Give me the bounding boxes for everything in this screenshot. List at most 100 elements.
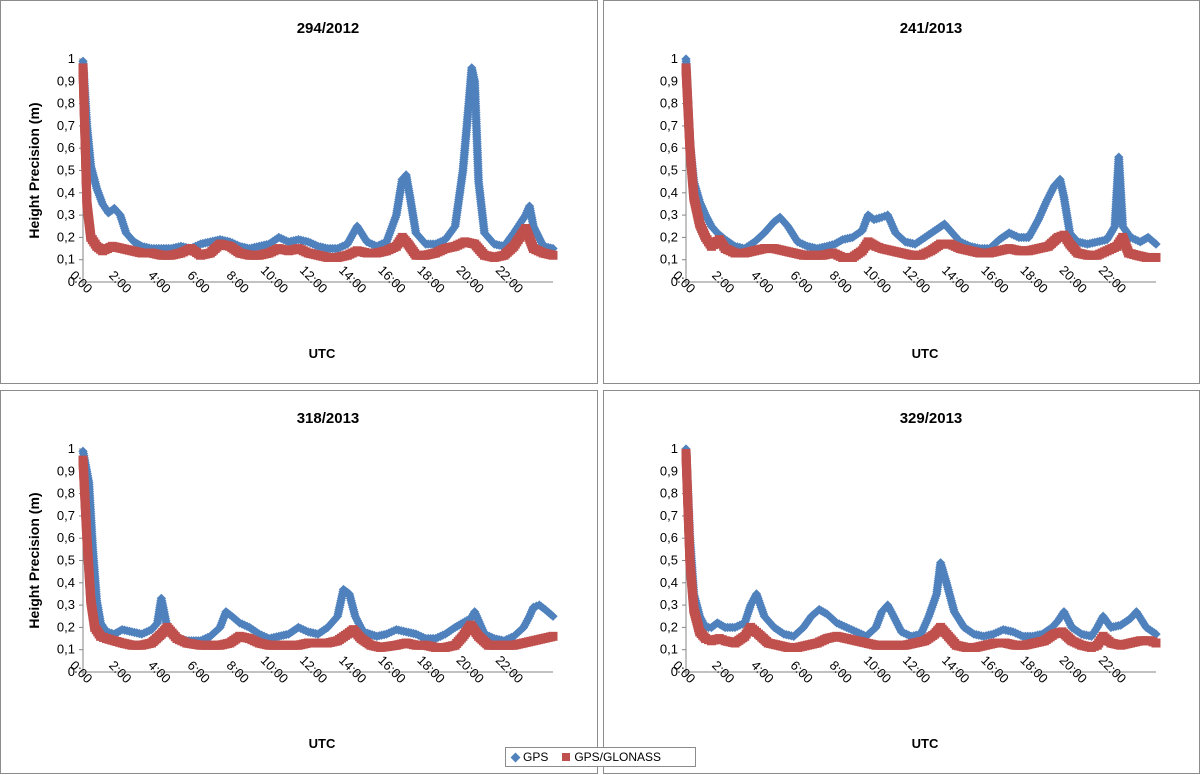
y-tick-label: 0,8 — [57, 96, 75, 111]
x-tick-label: 14:00 — [336, 263, 370, 297]
legend-glonass-marker — [562, 753, 571, 761]
y-tick-label: 0,3 — [57, 597, 75, 612]
x-tick-label: 20:00 — [454, 263, 488, 297]
legend-gps-marker — [510, 752, 521, 762]
y-tick-label: 1 — [68, 441, 75, 456]
y-tick-label: 0,2 — [57, 229, 75, 244]
y-tick-label: 0,5 — [660, 163, 678, 178]
x-tick-label: 18:00 — [1017, 653, 1051, 687]
x-axis-label: UTC — [309, 346, 336, 361]
chart-title: 329/2013 — [900, 410, 963, 427]
data-point-gps-glonass — [548, 250, 558, 260]
x-tick-label: 6:00 — [184, 658, 213, 687]
y-tick-label: 0,3 — [57, 207, 75, 222]
y-tick-label: 0,1 — [660, 642, 678, 657]
y-tick-label: 0,4 — [57, 575, 75, 590]
chart-svg: 294/2012 Height Precision (m) 0 0,1 0,2 0,3 0,… — [26, 20, 558, 361]
x-tick-label: 22:00 — [1096, 653, 1130, 687]
x-tick-label: 18:00 — [1017, 263, 1051, 297]
y-axis-label: Height Precision (m) — [26, 492, 42, 628]
x-tick-label: 12:00 — [900, 263, 934, 297]
legend-item-gps: GPS — [510, 750, 549, 764]
y-tick-label: 1 — [671, 51, 678, 66]
chart-panel-241-2013: 241/2013 0 0,1 0,2 0,3 0,4 0,5 0,6 0,7 0,8 0,9 1 0:0… — [603, 0, 1200, 384]
x-tick-label: 16:00 — [978, 263, 1012, 297]
y-tick-label: 0,6 — [660, 530, 678, 545]
x-tick-label: 4:00 — [748, 268, 777, 297]
y-tick-label: 0,9 — [57, 463, 75, 478]
x-tick-label: 20:00 — [1057, 263, 1091, 297]
x-tick-label: 8:00 — [827, 658, 856, 687]
legend-gps-label: GPS — [523, 750, 549, 764]
data-point-gps-glonass — [548, 631, 558, 641]
data-point-gps-glonass — [1151, 638, 1161, 648]
x-tick-label: 22:00 — [493, 653, 527, 687]
y-tick-label: 0,2 — [660, 229, 678, 244]
legend-glonass-label: GPS/GLONASS — [574, 750, 662, 764]
x-tick-label: 10:00 — [861, 653, 895, 687]
x-tick-label: 12:00 — [900, 653, 934, 687]
x-tick-label: 8:00 — [224, 658, 253, 687]
x-tick-label: 0:00 — [67, 658, 96, 687]
chart-title: 318/2013 — [297, 410, 360, 427]
y-tick-label: 0,5 — [660, 553, 678, 568]
x-tick-label: 22:00 — [493, 263, 527, 297]
y-tick-label: 0,7 — [660, 508, 678, 523]
y-tick-label: 1 — [671, 441, 678, 456]
x-tick-label: 0:00 — [67, 268, 96, 297]
chart-legend: GPS GPS/GLONASS — [505, 747, 696, 767]
x-tick-label: 8:00 — [827, 268, 856, 297]
x-tick-label: 22:00 — [1096, 263, 1130, 297]
y-tick-label: 0,6 — [660, 140, 678, 155]
y-tick-label: 0 — [671, 274, 678, 289]
x-tick-label: 14:00 — [336, 653, 370, 687]
y-tick-label: 0,2 — [660, 619, 678, 634]
y-tick-label: 0,8 — [660, 96, 678, 111]
x-tick-label: 12:00 — [297, 263, 331, 297]
y-tick-label: 0 — [671, 664, 678, 679]
y-tick-label: 0,6 — [57, 140, 75, 155]
chart-title: 294/2012 — [297, 20, 360, 37]
x-tick-label: 16:00 — [375, 263, 409, 297]
series-gps — [78, 56, 558, 254]
y-tick-label: 0,5 — [57, 553, 75, 568]
chart-panel-329-2013: 329/2013 0 0,1 0,2 0,3 0,4 0,5 0,6 0,7 0,8 0,9 1 0:0… — [603, 390, 1200, 774]
y-axis-label: Height Precision (m) — [26, 102, 42, 238]
y-tick-label: 1 — [68, 51, 75, 66]
series-gps — [681, 444, 1161, 641]
legend-item-glonass: GPS/GLONASS — [554, 750, 661, 764]
y-tick-label: 0,7 — [57, 118, 75, 133]
y-tick-label: 0,1 — [57, 252, 75, 267]
y-tick-label: 0,4 — [57, 185, 75, 200]
x-axis-label: UTC — [309, 736, 336, 751]
x-tick-label: 2:00 — [106, 268, 135, 297]
y-tick-label: 0,7 — [57, 508, 75, 523]
y-tick-label: 0,9 — [57, 73, 75, 88]
x-tick-label: 0:00 — [670, 268, 699, 297]
x-tick-label: 0:00 — [670, 658, 699, 687]
y-tick-label: 0,8 — [57, 486, 75, 501]
chart-panel-294-2012: 294/2012 Height Precision (m) 0 0,1 0,2 0,3 0,… — [0, 0, 598, 384]
x-tick-label: 6:00 — [787, 658, 816, 687]
x-tick-label: 6:00 — [787, 268, 816, 297]
y-tick-label: 0 — [68, 664, 75, 679]
x-tick-label: 14:00 — [939, 263, 973, 297]
data-point-gps — [548, 611, 558, 621]
x-tick-label: 6:00 — [184, 268, 213, 297]
x-tick-label: 2:00 — [709, 268, 738, 297]
x-tick-label: 2:00 — [106, 658, 135, 687]
x-tick-label: 4:00 — [748, 658, 777, 687]
x-tick-label: 4:00 — [145, 658, 174, 687]
y-tick-label: 0,1 — [660, 252, 678, 267]
x-tick-label: 16:00 — [978, 653, 1012, 687]
y-tick-label: 0,6 — [57, 530, 75, 545]
x-tick-label: 18:00 — [414, 263, 448, 297]
x-tick-label: 10:00 — [258, 653, 292, 687]
x-tick-label: 18:00 — [414, 653, 448, 687]
chart-title: 241/2013 — [900, 20, 963, 37]
y-tick-label: 0,9 — [660, 73, 678, 88]
x-tick-label: 20:00 — [1057, 653, 1091, 687]
x-tick-label: 10:00 — [258, 263, 292, 297]
x-tick-label: 12:00 — [297, 653, 331, 687]
x-tick-label: 16:00 — [375, 653, 409, 687]
